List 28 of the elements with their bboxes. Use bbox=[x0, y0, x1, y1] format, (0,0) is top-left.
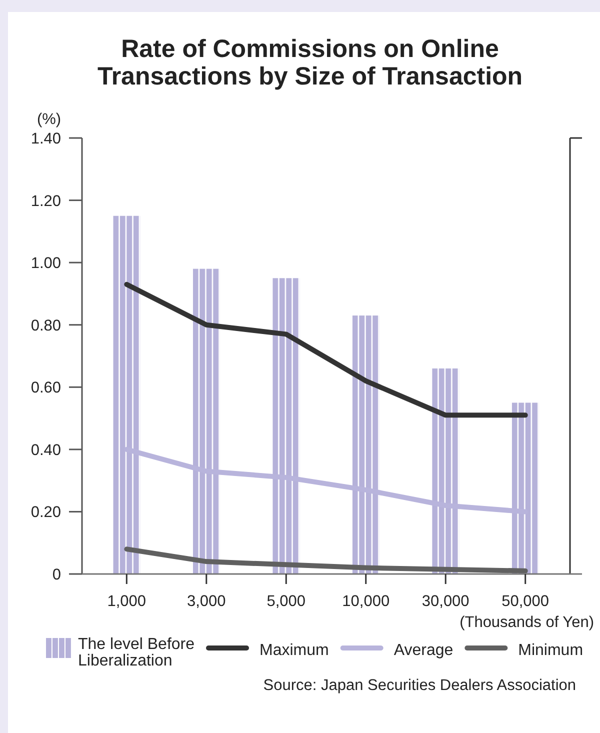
y-tick-label: 0.60 bbox=[30, 380, 62, 397]
legend-label: Average bbox=[394, 642, 454, 659]
y-tick-label: 0 bbox=[52, 566, 62, 584]
y-tick-label: 1.00 bbox=[30, 255, 62, 272]
y-axis-title: (%) bbox=[36, 111, 62, 128]
y-tick-label: 1.40 bbox=[30, 130, 62, 148]
legend-label: The level Before Liberalization bbox=[78, 636, 195, 670]
legend-label: Minimum bbox=[518, 642, 584, 659]
x-tick-label: 1,000 bbox=[107, 593, 146, 610]
bar bbox=[352, 316, 380, 574]
source-note: Source: Japan Securities Dealers Association bbox=[263, 677, 576, 694]
y-tick-label: 0.80 bbox=[30, 317, 62, 334]
legend-label: Maximum bbox=[260, 642, 329, 659]
bar bbox=[432, 368, 460, 574]
x-tick-label: 3,000 bbox=[186, 593, 226, 610]
y-tick-label: 1.20 bbox=[30, 192, 62, 210]
y-tick-label: 0.40 bbox=[30, 442, 62, 459]
y-tick-label: 0.20 bbox=[30, 504, 62, 522]
chart-title: Rate of Commissions on Online Transactions by Size of Transaction bbox=[97, 35, 523, 90]
x-tick-label: 50,000 bbox=[502, 593, 550, 610]
x-axis-title: (Thousands of Yen) bbox=[460, 614, 594, 631]
bar bbox=[113, 216, 140, 574]
x-tick-label: 30,000 bbox=[422, 593, 470, 610]
bar bbox=[192, 268, 220, 574]
x-tick-label: 10,000 bbox=[342, 593, 390, 610]
bar bbox=[512, 402, 539, 574]
x-tick-label: 5,000 bbox=[266, 593, 306, 610]
bar bbox=[272, 278, 300, 574]
